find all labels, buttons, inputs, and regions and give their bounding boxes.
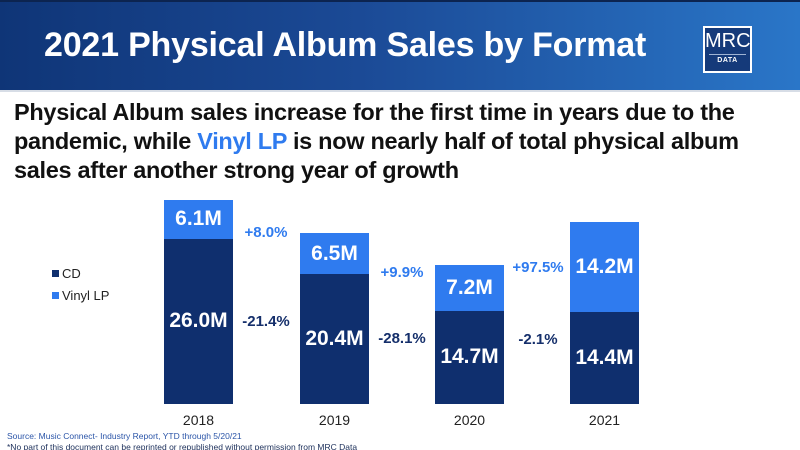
header-divider [0,90,800,92]
vinyl-segment: 7.2M [435,264,504,311]
subtitle-part2: is now nearly half of total physical alb… [14,128,739,183]
cd-segment: 20.4M [300,274,369,404]
x-axis-label: 2021 [588,412,621,428]
cd-value-label: 20.4M [305,327,364,351]
subtitle: Physical Album sales increase for the fi… [14,98,794,185]
vinyl-change-label: +97.5% [512,259,564,276]
vinyl-value-label: 6.1M [175,207,222,231]
cd-change-label: -2.1% [518,331,558,348]
x-axis-label: 2019 [318,412,351,428]
legend-item-vinyl: Vinyl LP [52,284,109,306]
cd-value-label: 14.4M [575,346,634,370]
vinyl-value-label: 14.2M [575,255,634,279]
vinyl-value-label: 7.2M [446,275,493,299]
legend-label: CD [62,265,81,281]
x-axis-label: 2018 [182,412,215,428]
vinyl-value-label: 6.5M [311,241,358,265]
cd-segment: 14.4M [570,312,639,404]
bar-2021: 14.2M 14.4M [570,222,639,404]
source-text: Source: Music Connect- Industry Report, … [7,431,242,441]
cd-value-label: 14.7M [440,345,499,369]
logo-divider [709,54,746,55]
bar-2019: 6.5M 20.4M [300,233,369,404]
legend-item-cd: CD [52,262,109,284]
vinyl-segment: 6.5M [300,233,369,275]
cd-change-label: -21.4% [242,313,290,330]
legend-label: Vinyl LP [62,287,110,303]
copyright-note: *No part of this document can be reprint… [7,441,358,450]
x-axis-label: 2020 [453,412,486,428]
vinyl-segment: 6.1M [164,200,233,239]
vinyl-swatch-icon [52,291,59,299]
cd-value-label: 26.0M [169,309,228,333]
vinyl-segment: 14.2M [570,222,639,313]
vinyl-change-label: +8.0% [244,224,288,241]
logo-sub-text: DATA [717,57,738,64]
header-banner: 2021 Physical Album Sales by Format MRC … [0,0,800,90]
source-footnote: Source: Music Connect- Industry Report, … [7,431,357,450]
logo-main-text: MRC [705,30,751,52]
subtitle-highlight: Vinyl LP [197,128,287,154]
bar-2020: 7.2M 14.7M [435,264,504,404]
mrc-data-logo: MRC DATA [703,26,752,73]
cd-segment: 14.7M [435,310,504,404]
cd-change-label: -28.1% [378,330,426,347]
cd-swatch-icon [52,269,59,277]
page-title: 2021 Physical Album Sales by Format [44,26,647,64]
cd-segment: 26.0M [164,238,233,404]
chart-legend: CD Vinyl LP [52,262,109,306]
bar-2018: 6.1M 26.0M [164,200,233,404]
subtitle-part1: Physical Album sales increase for the fi… [14,99,735,154]
vinyl-change-label: +9.9% [380,264,424,281]
